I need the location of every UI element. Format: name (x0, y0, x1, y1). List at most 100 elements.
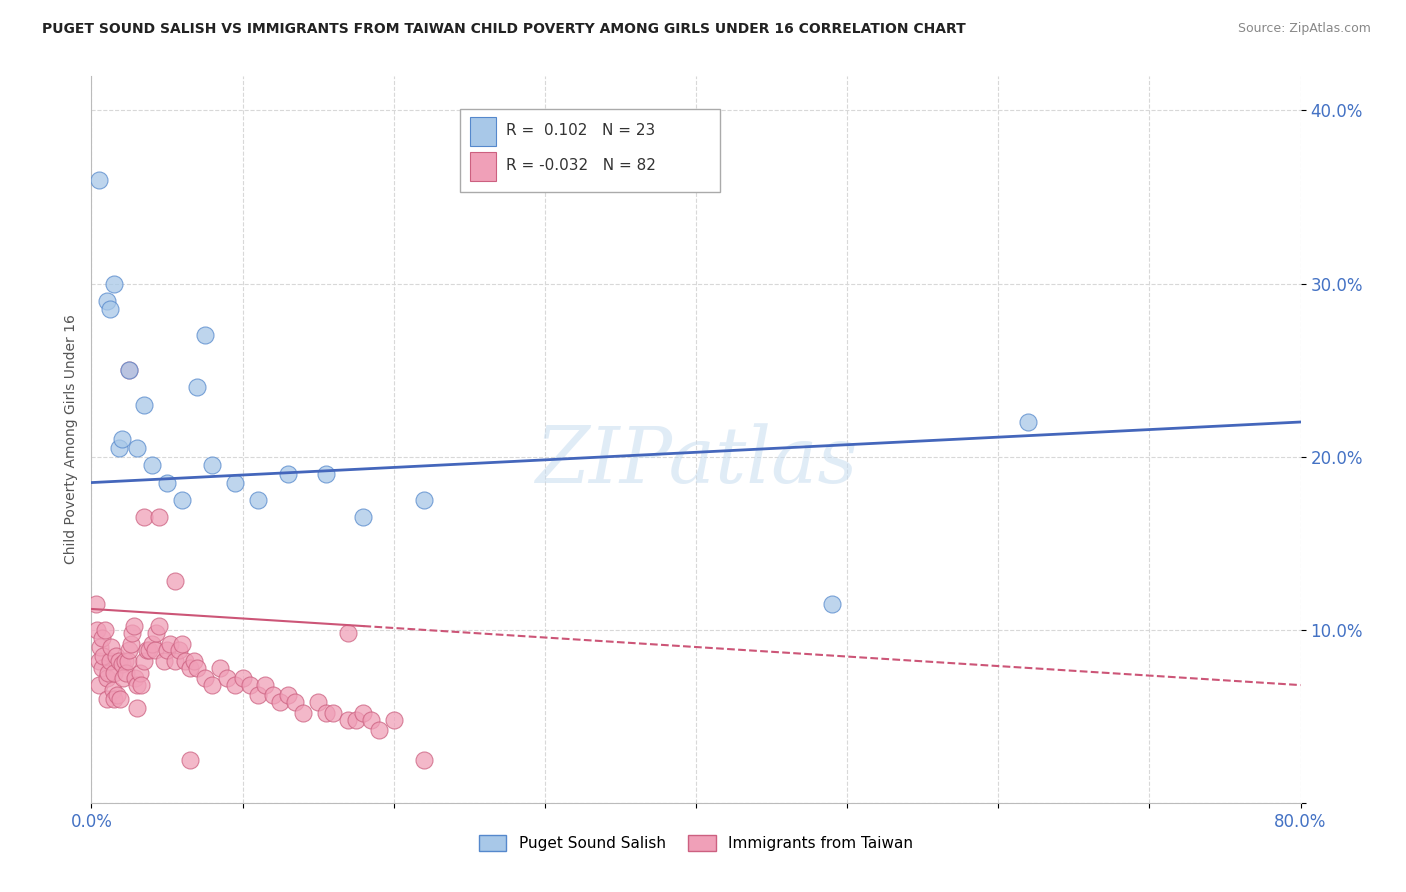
Point (112, 671, 135, 685)
Point (262, 689, 284, 703)
Point (167, 643, 190, 657)
Text: ZIPatlas: ZIPatlas (534, 423, 858, 500)
Point (107, 654, 129, 668)
Point (352, 706, 374, 720)
Bar (470, 153, 496, 181)
Point (84, 597, 107, 611)
Point (246, 492, 269, 507)
Point (87, 654, 110, 668)
Point (179, 752, 201, 766)
Text: R = -0.032   N = 82: R = -0.032 N = 82 (506, 158, 657, 173)
Y-axis label: Child Poverty Among Girls Under 16: Child Poverty Among Girls Under 16 (63, 314, 77, 565)
FancyBboxPatch shape (460, 109, 720, 192)
Point (269, 695, 291, 709)
Point (322, 706, 344, 720)
Point (125, 678, 148, 692)
Point (413, 752, 436, 766)
Point (352, 510, 374, 524)
Point (231, 671, 253, 685)
Point (337, 626, 360, 640)
Point (186, 661, 208, 675)
Point (96, 293, 118, 308)
Point (153, 654, 176, 668)
Point (156, 475, 179, 490)
Point (254, 678, 277, 692)
Legend: Puget Sound Salish, Immigrants from Taiwan: Puget Sound Salish, Immigrants from Taiw… (472, 829, 920, 857)
Point (239, 678, 262, 692)
Point (367, 723, 389, 737)
Point (172, 636, 194, 650)
Bar (470, 117, 496, 146)
Point (89, 640, 111, 654)
Point (98, 302, 121, 317)
Point (118, 643, 141, 657)
Point (108, 692, 131, 706)
Point (1018, 415, 1040, 429)
Point (224, 678, 246, 692)
Point (186, 380, 208, 394)
Point (201, 458, 224, 473)
Point (360, 713, 382, 727)
Point (315, 467, 337, 481)
Point (277, 689, 299, 703)
Text: R =  0.102   N = 23: R = 0.102 N = 23 (506, 123, 655, 138)
Point (103, 665, 125, 680)
Point (115, 665, 138, 680)
Text: Source: ZipAtlas.com: Source: ZipAtlas.com (1237, 22, 1371, 36)
Text: PUGET SOUND SALISH VS IMMIGRANTS FROM TAIWAN CHILD POVERTY AMONG GIRLS UNDER 16 : PUGET SOUND SALISH VS IMMIGRANTS FROM TA… (42, 22, 966, 37)
Point (134, 398, 156, 412)
Point (159, 636, 181, 650)
Point (337, 713, 360, 727)
Point (382, 713, 405, 727)
Point (413, 492, 436, 507)
Point (141, 636, 163, 650)
Point (277, 467, 299, 481)
Point (174, 654, 197, 668)
Point (134, 654, 156, 668)
Point (201, 678, 224, 692)
Point (183, 654, 205, 668)
Point (172, 492, 194, 507)
Point (134, 510, 156, 524)
Point (100, 640, 122, 654)
Point (128, 665, 150, 680)
Point (122, 619, 145, 633)
Point (344, 713, 367, 727)
Point (194, 671, 217, 685)
Point (125, 700, 148, 714)
Point (163, 654, 186, 668)
Point (111, 657, 132, 672)
Point (145, 626, 167, 640)
Point (141, 458, 163, 473)
Point (86, 623, 108, 637)
Point (96, 671, 118, 685)
Point (98, 654, 121, 668)
Point (138, 643, 160, 657)
Point (821, 597, 844, 611)
Point (179, 661, 201, 675)
Point (111, 432, 132, 446)
Point (105, 689, 128, 703)
Point (101, 683, 124, 698)
Point (87, 678, 110, 692)
Point (91, 661, 114, 675)
Point (246, 689, 269, 703)
Point (143, 643, 166, 657)
Point (194, 328, 217, 343)
Point (118, 363, 141, 377)
Point (120, 636, 142, 650)
Point (307, 695, 329, 709)
Point (103, 692, 125, 706)
Point (208, 661, 231, 675)
Point (136, 643, 159, 657)
Point (94, 623, 117, 637)
Point (96, 692, 118, 706)
Point (114, 654, 136, 668)
Point (217, 671, 239, 685)
Point (163, 574, 186, 589)
Point (284, 695, 307, 709)
Point (97, 665, 120, 680)
Point (148, 510, 170, 524)
Point (124, 671, 146, 685)
Point (129, 678, 152, 692)
